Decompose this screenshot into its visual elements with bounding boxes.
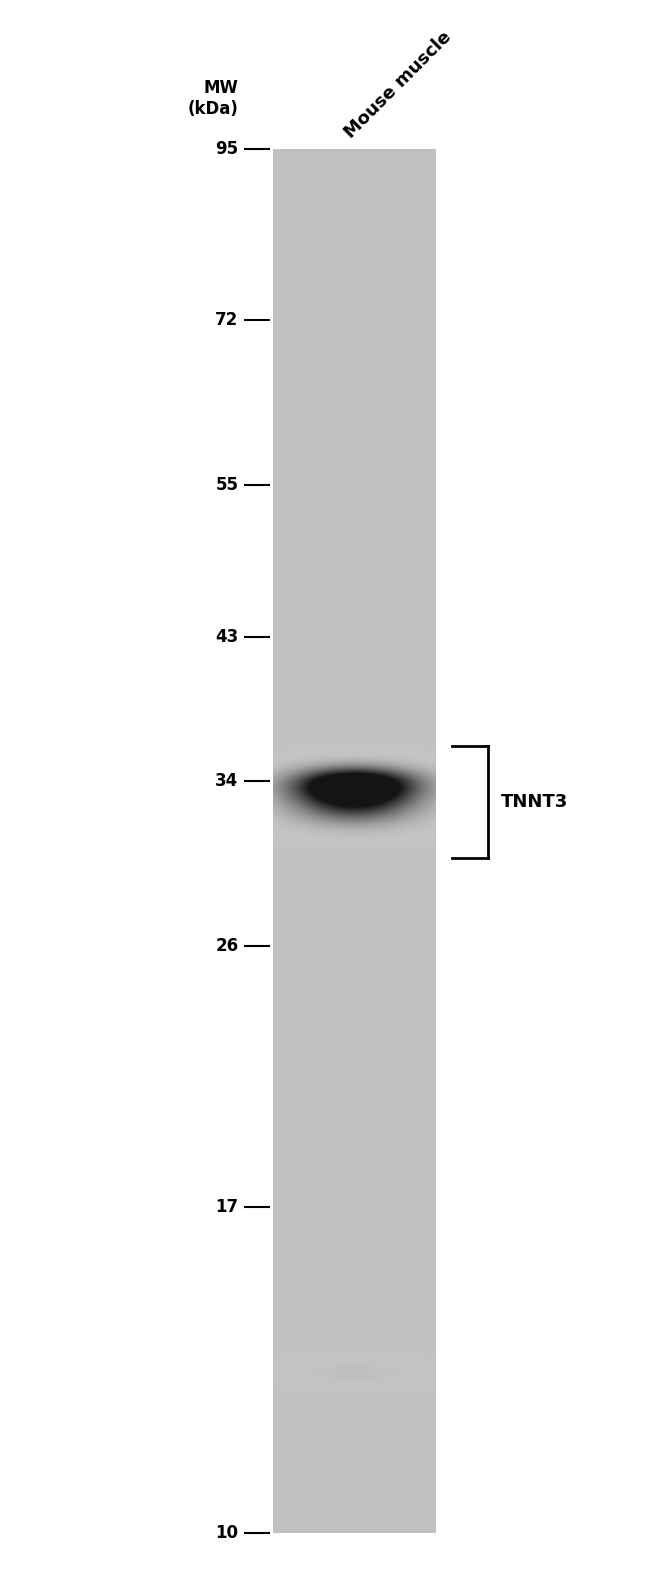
Bar: [273, 149, 436, 1533]
Text: 26: 26: [215, 937, 239, 954]
Text: 10: 10: [216, 1525, 239, 1542]
Text: 17: 17: [215, 1198, 239, 1217]
Text: 55: 55: [216, 476, 239, 494]
Text: 43: 43: [215, 627, 239, 646]
Text: 95: 95: [215, 140, 239, 159]
Text: Mouse muscle: Mouse muscle: [341, 28, 456, 141]
Text: 72: 72: [215, 311, 239, 329]
Text: 34: 34: [215, 772, 239, 789]
Text: MW
(kDa): MW (kDa): [188, 79, 239, 118]
Text: TNNT3: TNNT3: [500, 792, 567, 811]
